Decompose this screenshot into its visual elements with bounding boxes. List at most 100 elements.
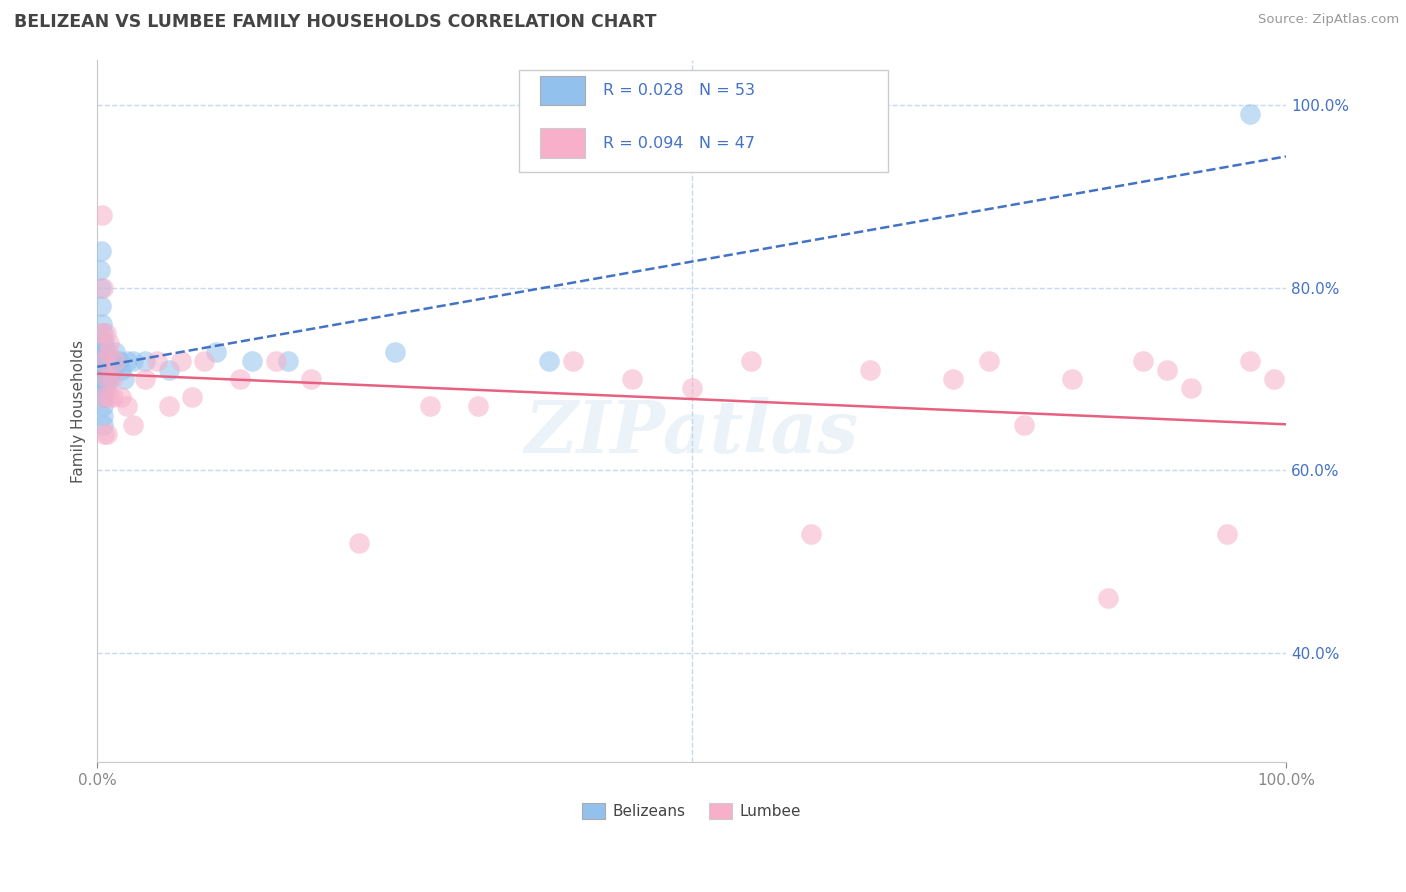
Point xyxy=(91,208,114,222)
Point xyxy=(799,527,821,541)
Point xyxy=(122,417,145,432)
Text: Source: ZipAtlas.com: Source: ZipAtlas.com xyxy=(1258,13,1399,27)
Point xyxy=(97,344,120,359)
Point xyxy=(91,417,114,432)
Point xyxy=(98,372,121,386)
Point xyxy=(1156,363,1178,377)
Point xyxy=(91,390,114,404)
Point xyxy=(97,354,120,368)
Point xyxy=(1239,354,1261,368)
Point xyxy=(90,299,112,313)
Point xyxy=(96,363,118,377)
Point xyxy=(240,354,263,368)
Point xyxy=(1097,591,1119,606)
Point xyxy=(91,400,114,414)
FancyBboxPatch shape xyxy=(519,70,887,172)
FancyBboxPatch shape xyxy=(540,76,585,105)
Point xyxy=(93,344,115,359)
Point xyxy=(91,344,114,359)
Point xyxy=(1263,372,1285,386)
Point xyxy=(621,372,644,386)
Point xyxy=(157,400,180,414)
Point xyxy=(94,381,117,395)
Point xyxy=(89,262,111,277)
Point xyxy=(122,354,145,368)
Point xyxy=(384,344,406,359)
Point xyxy=(537,354,560,368)
Point xyxy=(93,426,115,441)
Point xyxy=(157,363,180,377)
Point xyxy=(96,372,118,386)
Point xyxy=(98,354,121,368)
Text: ZIPatlas: ZIPatlas xyxy=(524,397,859,467)
Point xyxy=(91,390,114,404)
Point xyxy=(94,344,117,359)
Point xyxy=(681,381,703,395)
Point xyxy=(91,372,114,386)
Point xyxy=(98,335,121,350)
Point xyxy=(1239,107,1261,121)
Point xyxy=(91,354,114,368)
Point xyxy=(264,354,287,368)
Point xyxy=(91,381,114,395)
Point xyxy=(942,372,965,386)
Point xyxy=(347,536,370,550)
Point xyxy=(115,354,138,368)
Point xyxy=(93,335,115,350)
Point xyxy=(561,354,583,368)
Point xyxy=(977,354,1000,368)
Point xyxy=(110,390,132,404)
Point xyxy=(91,326,114,341)
FancyBboxPatch shape xyxy=(540,128,585,158)
Point xyxy=(1014,417,1036,432)
Text: R = 0.028   N = 53: R = 0.028 N = 53 xyxy=(603,83,755,98)
Point xyxy=(1215,527,1237,541)
Point xyxy=(277,354,299,368)
Point xyxy=(97,363,120,377)
Point xyxy=(134,372,156,386)
Legend: Belizeans, Lumbee: Belizeans, Lumbee xyxy=(576,797,807,825)
Point xyxy=(1060,372,1083,386)
Point xyxy=(94,372,117,386)
Point xyxy=(193,354,215,368)
Point xyxy=(169,354,191,368)
Point xyxy=(91,363,114,377)
Point xyxy=(1132,354,1154,368)
Point xyxy=(90,244,112,259)
Point xyxy=(101,363,124,377)
Point xyxy=(205,344,228,359)
Point xyxy=(181,390,204,404)
Point xyxy=(93,354,115,368)
Point xyxy=(90,326,112,341)
Point xyxy=(91,318,114,332)
Text: BELIZEAN VS LUMBEE FAMILY HOUSEHOLDS CORRELATION CHART: BELIZEAN VS LUMBEE FAMILY HOUSEHOLDS COR… xyxy=(14,13,657,31)
Point xyxy=(100,354,122,368)
Point xyxy=(91,281,114,295)
Y-axis label: Family Households: Family Households xyxy=(72,340,86,483)
Point xyxy=(93,354,115,368)
Point xyxy=(93,363,115,377)
Point xyxy=(91,372,114,386)
Point xyxy=(104,344,127,359)
Point xyxy=(299,372,322,386)
Point xyxy=(100,372,122,386)
Point xyxy=(229,372,252,386)
Point xyxy=(467,400,489,414)
Point xyxy=(91,409,114,423)
Text: R = 0.094   N = 47: R = 0.094 N = 47 xyxy=(603,136,755,151)
Point xyxy=(110,363,132,377)
Point xyxy=(134,354,156,368)
Point xyxy=(98,363,121,377)
Point xyxy=(96,426,118,441)
Point xyxy=(740,354,762,368)
Point xyxy=(90,281,112,295)
Point xyxy=(104,354,127,368)
Point xyxy=(859,363,882,377)
Point xyxy=(115,400,138,414)
Point xyxy=(93,390,115,404)
Point xyxy=(107,354,129,368)
Point xyxy=(93,372,115,386)
Point xyxy=(94,326,117,341)
Point xyxy=(112,372,135,386)
Point xyxy=(419,400,441,414)
